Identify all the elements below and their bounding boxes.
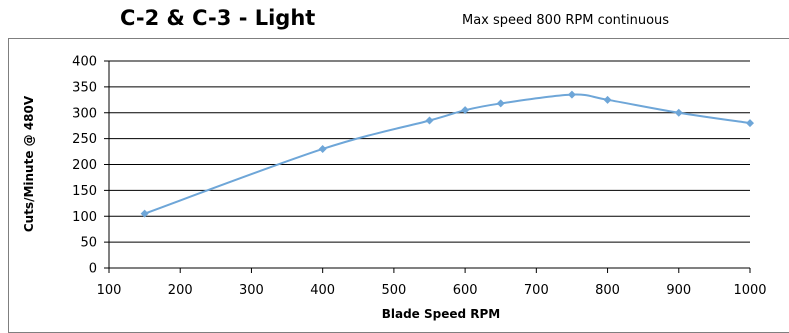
axes: [108, 61, 751, 273]
y-tick-label: 150: [72, 184, 97, 199]
series-group: [140, 90, 754, 218]
x-tick-label: 600: [453, 283, 478, 298]
y-tick-label: 350: [72, 80, 97, 95]
data-point-8: [746, 119, 754, 128]
y-tick-label: 250: [72, 132, 97, 147]
data-point-3: [461, 106, 470, 115]
x-tick-label: 200: [168, 283, 193, 298]
x-tick-label: 1000: [733, 283, 766, 298]
y-axis-title: Cuts/Minute @ 480V: [22, 95, 36, 232]
data-point-4: [496, 99, 505, 108]
data-point-6: [603, 95, 612, 104]
x-tick-label: 300: [239, 283, 264, 298]
y-tick-label: 50: [80, 236, 97, 251]
y-tick-label: 100: [72, 210, 97, 225]
x-tick-label: 800: [595, 283, 620, 298]
y-tick-labels: 0 50 100 150 200 250 300 350 400: [72, 55, 97, 277]
data-point-1: [318, 144, 327, 153]
x-tick-label: 900: [666, 283, 691, 298]
data-point-7: [674, 108, 683, 117]
x-tick-label: 500: [381, 283, 406, 298]
x-tick-label: 400: [310, 283, 335, 298]
y-tick-label: 300: [72, 106, 97, 121]
data-point-0: [140, 209, 149, 218]
y-tick-label: 400: [72, 55, 97, 70]
chart-subtitle: Max speed 800 RPM continuous: [462, 13, 670, 28]
gridlines: [104, 60, 750, 269]
x-tick-labels: 100 200 300 400 500 600 700 800 900 1000: [97, 283, 767, 298]
chart-title: C-2 & C-3 - Light: [120, 6, 316, 30]
x-tick-label: 700: [524, 283, 549, 298]
data-point-5: [567, 90, 576, 99]
x-tick-label: 100: [97, 283, 122, 298]
x-axis-title: Blade Speed RPM: [382, 307, 501, 321]
y-tick-label: 200: [72, 158, 97, 173]
data-point-2: [425, 116, 434, 125]
y-tick-label: 0: [89, 262, 97, 277]
